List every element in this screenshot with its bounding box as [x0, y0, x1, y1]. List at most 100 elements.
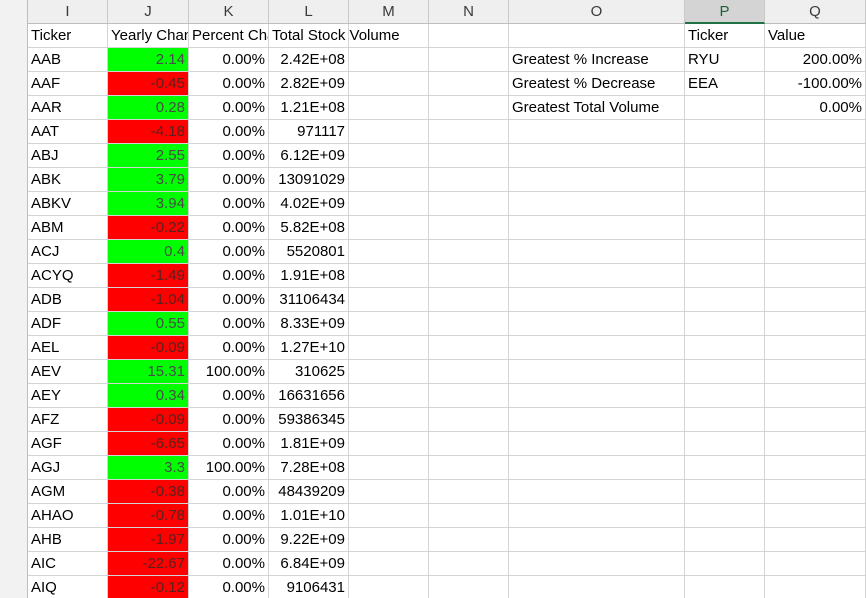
- grid-cell[interactable]: [765, 264, 866, 288]
- grid-cell[interactable]: [349, 408, 429, 432]
- ticker-cell[interactable]: ABK: [28, 168, 108, 192]
- grid-cell[interactable]: [429, 264, 509, 288]
- grid-cell[interactable]: [509, 192, 685, 216]
- ticker-header[interactable]: Ticker: [28, 24, 108, 48]
- grid-cell[interactable]: [765, 504, 866, 528]
- grid-cell[interactable]: [429, 504, 509, 528]
- ticker-cell[interactable]: AGJ: [28, 456, 108, 480]
- grid-cell[interactable]: [509, 576, 685, 598]
- grid-cell[interactable]: [509, 216, 685, 240]
- yearly-change-cell[interactable]: -1.49: [108, 264, 189, 288]
- grid-cell[interactable]: [509, 480, 685, 504]
- yearly-change-cell[interactable]: -22.67: [108, 552, 189, 576]
- ticker-cell[interactable]: ABJ: [28, 144, 108, 168]
- ticker-cell[interactable]: AIQ: [28, 576, 108, 598]
- grid-cell[interactable]: [685, 504, 765, 528]
- column-header-k[interactable]: K: [189, 0, 269, 24]
- grid-cell[interactable]: [685, 384, 765, 408]
- grid-cell[interactable]: [509, 336, 685, 360]
- yearly-change-cell[interactable]: -0.09: [108, 408, 189, 432]
- yearly-change-cell[interactable]: 15.31: [108, 360, 189, 384]
- total-volume-cell[interactable]: 1.81E+09: [269, 432, 349, 456]
- grid-cell[interactable]: [429, 168, 509, 192]
- grid-cell[interactable]: [509, 360, 685, 384]
- grid-cell[interactable]: [765, 120, 866, 144]
- grid-cell[interactable]: [349, 48, 429, 72]
- grid-cell[interactable]: [429, 96, 509, 120]
- percent-change-cell[interactable]: 0.00%: [189, 96, 269, 120]
- grid-cell[interactable]: [429, 360, 509, 384]
- yearly-change-cell[interactable]: -1.04: [108, 288, 189, 312]
- grid-cell[interactable]: [685, 528, 765, 552]
- grid-cell[interactable]: [429, 288, 509, 312]
- grid-cell[interactable]: [509, 168, 685, 192]
- total-volume-cell[interactable]: 48439209: [269, 480, 349, 504]
- total-volume-cell[interactable]: 1.91E+08: [269, 264, 349, 288]
- percent-change-cell[interactable]: 0.00%: [189, 264, 269, 288]
- grid-cell[interactable]: [429, 216, 509, 240]
- percent-change-cell[interactable]: 0.00%: [189, 216, 269, 240]
- percent-change-cell[interactable]: 0.00%: [189, 504, 269, 528]
- grid-cell[interactable]: [509, 288, 685, 312]
- yearly-change-cell[interactable]: -0.12: [108, 576, 189, 598]
- percent-change-cell[interactable]: 0.00%: [189, 576, 269, 598]
- total-volume-cell[interactable]: 6.84E+09: [269, 552, 349, 576]
- total-volume-cell[interactable]: 6.12E+09: [269, 144, 349, 168]
- percent-change-cell[interactable]: 0.00%: [189, 192, 269, 216]
- grid-cell[interactable]: [765, 408, 866, 432]
- grid-cell[interactable]: [509, 408, 685, 432]
- summary-ticker-header[interactable]: Ticker: [685, 24, 765, 48]
- column-header-i[interactable]: I: [28, 0, 108, 24]
- grid-cell[interactable]: [765, 432, 866, 456]
- column-header-j[interactable]: J: [108, 0, 189, 24]
- total-volume-cell[interactable]: 1.27E+10: [269, 336, 349, 360]
- grid-cell[interactable]: [429, 456, 509, 480]
- grid-cell[interactable]: [349, 144, 429, 168]
- grid-cell[interactable]: [765, 216, 866, 240]
- column-header-n[interactable]: N: [429, 0, 509, 24]
- percent-change-cell[interactable]: 0.00%: [189, 120, 269, 144]
- ticker-cell[interactable]: ABM: [28, 216, 108, 240]
- yearly-change-cell[interactable]: 0.28: [108, 96, 189, 120]
- summary-value-cell[interactable]: 200.00%: [765, 48, 866, 72]
- grid-cell[interactable]: [685, 456, 765, 480]
- ticker-cell[interactable]: AFZ: [28, 408, 108, 432]
- yearly-change-cell[interactable]: -0.78: [108, 504, 189, 528]
- yearly-change-cell[interactable]: -4.18: [108, 120, 189, 144]
- grid-cell[interactable]: [685, 480, 765, 504]
- grid-cell[interactable]: [429, 120, 509, 144]
- grid-cell[interactable]: [429, 576, 509, 598]
- percent-change-cell[interactable]: 0.00%: [189, 240, 269, 264]
- grid-cell[interactable]: [349, 504, 429, 528]
- total-volume-cell[interactable]: 1.21E+08: [269, 96, 349, 120]
- grid-cell[interactable]: [429, 24, 509, 48]
- grid-cell[interactable]: [765, 168, 866, 192]
- summary-value-header[interactable]: Value: [765, 24, 866, 48]
- grid-cell[interactable]: [765, 288, 866, 312]
- ticker-cell[interactable]: AGF: [28, 432, 108, 456]
- grid-cell[interactable]: [429, 528, 509, 552]
- grid-cell[interactable]: [509, 456, 685, 480]
- yearly-change-cell[interactable]: -0.45: [108, 72, 189, 96]
- grid-cell[interactable]: [429, 336, 509, 360]
- grid-cell[interactable]: [765, 480, 866, 504]
- grid-cell[interactable]: [429, 312, 509, 336]
- summary-value-cell[interactable]: 0.00%: [765, 96, 866, 120]
- grid-cell[interactable]: [685, 360, 765, 384]
- percent-change-cell[interactable]: 100.00%: [189, 360, 269, 384]
- grid-cell[interactable]: [685, 192, 765, 216]
- grid-cell[interactable]: [765, 312, 866, 336]
- column-header-l[interactable]: L: [269, 0, 349, 24]
- grid-cell[interactable]: [765, 192, 866, 216]
- row-header-gutter[interactable]: [0, 0, 28, 598]
- total-volume-cell[interactable]: 5520801: [269, 240, 349, 264]
- grid-cell[interactable]: [349, 432, 429, 456]
- column-header-o[interactable]: O: [509, 0, 685, 24]
- summary-ticker-cell[interactable]: EEA: [685, 72, 765, 96]
- grid-cell[interactable]: [685, 552, 765, 576]
- grid-cell[interactable]: [765, 528, 866, 552]
- total-volume-cell[interactable]: 59386345: [269, 408, 349, 432]
- yearly-change-cell[interactable]: -0.38: [108, 480, 189, 504]
- grid-cell[interactable]: [509, 264, 685, 288]
